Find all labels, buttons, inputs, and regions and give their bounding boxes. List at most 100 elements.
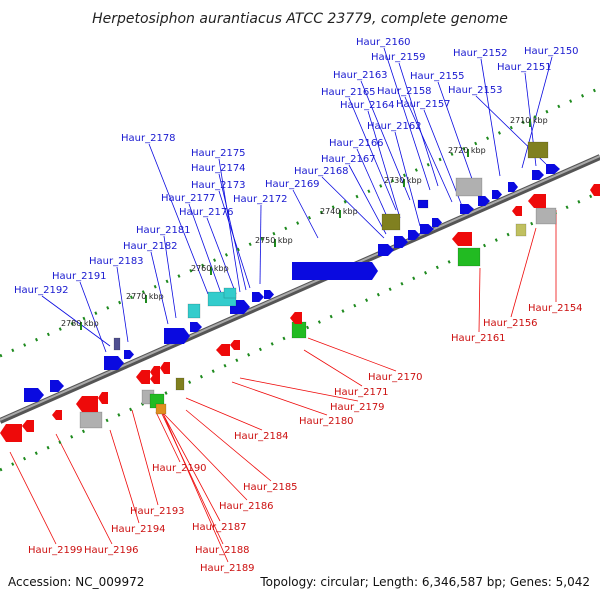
- gene-label-top: Haur_2181: [136, 225, 191, 236]
- gene-label-top: Haur_2173: [191, 180, 246, 191]
- gene-feature-reverse: [150, 374, 160, 384]
- kbp-tick-label: 2740 kbp: [320, 207, 358, 216]
- leader-line-top: [321, 176, 385, 239]
- gene-feature-box: [113, 337, 121, 351]
- gene-label-bottom: Haur_2186: [219, 501, 274, 512]
- gene-feature-box: [381, 213, 401, 231]
- leader-line-top: [206, 217, 237, 295]
- leader-line-bottom: [307, 337, 397, 372]
- gene-feature-forward: [408, 230, 420, 240]
- gene-label-bottom: Haur_2190: [152, 463, 207, 474]
- leader-line-bottom: [161, 413, 224, 545]
- gene-label-top: Haur_2176: [179, 207, 234, 218]
- map-title: Herpetosiphon aurantiacus ATCC 23779, co…: [92, 11, 508, 27]
- gene-feature-forward: [532, 170, 544, 180]
- gene-labels: Haur_2160 Haur_2159 Haur_2152 Haur_2150 Haur…: [14, 37, 583, 574]
- leader-line-bottom: [510, 227, 537, 318]
- leader-line-bottom: [131, 409, 159, 506]
- gene-label-top: Haur_2174: [191, 163, 246, 174]
- gene-label-bottom: Haur_2189: [200, 563, 255, 574]
- gene-label-top: Haur_2160: [356, 37, 411, 48]
- gene-label-bottom: Haur_2188: [195, 545, 250, 556]
- gene-label-top: Haur_2182: [123, 241, 178, 252]
- gene-feature-forward: [508, 182, 518, 192]
- gene-feature-reverse: [452, 232, 472, 246]
- gene-feature-forward: [432, 218, 442, 227]
- gene-feature-box: [79, 411, 103, 429]
- gene-feature-box: [527, 141, 549, 159]
- leader-line-top: [218, 190, 251, 289]
- gene-label-top: Haur_2162: [367, 121, 422, 132]
- leader-line-top: [259, 204, 262, 285]
- gene-feature-reverse: [22, 420, 34, 432]
- gene-feature-reverse: [590, 184, 600, 196]
- leader-line-top: [41, 295, 111, 347]
- gene-feature-forward: [24, 388, 44, 402]
- gene-label-top: Haur_2159: [371, 52, 426, 63]
- gene-label-bottom: Haur_2199: [28, 545, 83, 556]
- leader-line-top: [150, 251, 169, 325]
- gene-label-top: Haur_2163: [333, 70, 388, 81]
- gene-feature-box: [175, 377, 185, 391]
- gene-label-bottom: Haur_2161: [451, 333, 506, 344]
- gene-feature-forward: [546, 164, 560, 174]
- gene-feature-reverse: [160, 362, 170, 374]
- kbp-tick-label: 2750 kbp: [255, 236, 293, 245]
- kbp-tick-label: 2710 kbp: [510, 116, 548, 125]
- backbone-highlight: [0, 155, 600, 421]
- gene-feature-forward: [252, 292, 264, 302]
- genome-backbone: [0, 154, 600, 424]
- leader-line-bottom: [185, 409, 272, 482]
- leader-line-top: [348, 164, 387, 235]
- leader-line-top: [367, 110, 401, 219]
- gene-feature-reverse: [290, 312, 302, 324]
- gene-feature-box: [457, 247, 481, 267]
- gene-label-top: Haur_2177: [161, 193, 216, 204]
- gene-feature-forward: [420, 224, 434, 234]
- leader-line-top: [437, 81, 479, 197]
- gene-feature-reverse: [52, 410, 62, 420]
- gene-feature-box: [291, 321, 307, 339]
- leader-line-top: [360, 80, 411, 201]
- gene-label-bottom: Haur_2156: [483, 318, 538, 329]
- gene-label-bottom: Haur_2179: [330, 402, 385, 413]
- gene-label-top: Haur_2175: [191, 148, 246, 159]
- gene-label-top: Haur_2191: [52, 271, 107, 282]
- leader-line-top: [383, 47, 431, 191]
- gene-label-top: Haur_2150: [524, 46, 579, 57]
- leader-line-top: [480, 58, 501, 177]
- leader-line-top: [292, 189, 319, 239]
- gene-label-bottom: Haur_2171: [334, 387, 389, 398]
- gene-label-top: Haur_2165: [321, 87, 376, 98]
- gene-feature-forward: [460, 204, 474, 214]
- tick-rows: [0, 86, 600, 472]
- gene-feature-box: [455, 177, 483, 197]
- gene-feature-forward: [124, 350, 134, 359]
- gene-label-top: Haur_2178: [121, 133, 176, 144]
- gene-label-top: Haur_2169: [265, 179, 320, 190]
- gene-feature-forward: [292, 262, 378, 280]
- kbp-ticks: 2710 kbp 2720 kbp 2730 kbp 2740 kbp 2750 kbp…: [61, 116, 548, 330]
- gene-feature-forward: [264, 290, 274, 299]
- gene-feature-box: [417, 199, 429, 209]
- gene-feature-box: [223, 287, 237, 299]
- leader-line-top: [218, 158, 241, 293]
- leader-line-bottom: [231, 381, 328, 416]
- gene-label-bottom: Haur_2180: [299, 416, 354, 427]
- gene-label-bottom: Haur_2170: [368, 372, 423, 383]
- gene-label-top: Haur_2168: [294, 166, 349, 177]
- gene-label-top: Haur_2183: [89, 256, 144, 267]
- leader-line-top: [521, 56, 553, 169]
- gene-label-top: Haur_2152: [453, 48, 508, 59]
- gene-feature-reverse: [0, 424, 22, 442]
- gene-feature-box: [535, 207, 557, 225]
- leader-line-bottom: [239, 377, 359, 402]
- gene-feature-reverse: [528, 194, 546, 208]
- accession-text: Accession: NC_009972: [8, 575, 144, 589]
- kbp-tick-label: 2760 kbp: [191, 264, 229, 273]
- leader-line-top: [116, 266, 129, 343]
- gene-feature-reverse: [512, 206, 522, 216]
- gene-label-top: Haur_2164: [340, 100, 395, 111]
- gene-feature-reverse: [98, 392, 108, 404]
